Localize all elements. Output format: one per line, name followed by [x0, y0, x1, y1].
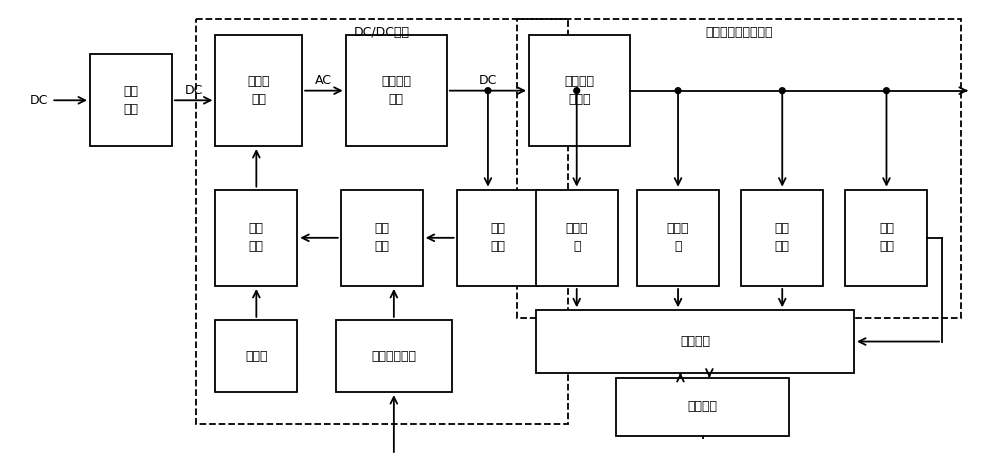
Bar — [637, 189, 719, 286]
Text: DC/DC模块: DC/DC模块 — [354, 26, 410, 39]
Bar — [529, 35, 630, 146]
Circle shape — [779, 88, 785, 93]
Bar — [741, 189, 823, 286]
Text: 控制模块: 控制模块 — [688, 400, 718, 413]
Bar — [196, 19, 568, 424]
Text: 可调线性
电压源: 可调线性 电压源 — [565, 75, 595, 106]
Bar — [336, 320, 452, 392]
Text: 取样
电路: 取样 电路 — [490, 222, 505, 253]
Text: DC: DC — [30, 94, 48, 107]
Text: 隔离总线: 隔离总线 — [680, 335, 710, 348]
Bar — [341, 189, 423, 286]
Text: 脉宽
调制: 脉宽 调制 — [249, 222, 264, 253]
Text: 可调线性电压源模块: 可调线性电压源模块 — [706, 26, 773, 39]
Bar — [215, 189, 297, 286]
Text: 基准电
压: 基准电 压 — [565, 222, 588, 253]
Circle shape — [884, 88, 889, 93]
Bar — [517, 19, 961, 318]
Bar — [536, 189, 618, 286]
Bar — [346, 35, 447, 146]
Bar — [215, 320, 297, 392]
Bar — [90, 54, 172, 146]
Text: DC: DC — [184, 84, 203, 97]
Text: 振荡器: 振荡器 — [245, 350, 268, 362]
Text: 反馈
调节: 反馈 调节 — [879, 222, 894, 253]
Bar — [536, 310, 854, 373]
Bar — [616, 378, 789, 436]
Text: 可调基准电压: 可调基准电压 — [371, 350, 416, 362]
Circle shape — [675, 88, 681, 93]
Text: 电压采
样: 电压采 样 — [667, 222, 689, 253]
Bar — [215, 35, 302, 146]
Text: DC: DC — [479, 74, 497, 87]
Text: 高频变
压器: 高频变 压器 — [248, 75, 270, 106]
Text: 输出整流
滤波: 输出整流 滤波 — [381, 75, 411, 106]
Circle shape — [574, 88, 580, 93]
Text: 均衡
电路: 均衡 电路 — [775, 222, 790, 253]
Text: AC: AC — [315, 74, 332, 87]
Bar — [845, 189, 927, 286]
Bar — [457, 189, 539, 286]
Text: 输入
滤波: 输入 滤波 — [123, 85, 138, 116]
Text: 比较
电路: 比较 电路 — [374, 222, 389, 253]
Circle shape — [485, 88, 491, 93]
